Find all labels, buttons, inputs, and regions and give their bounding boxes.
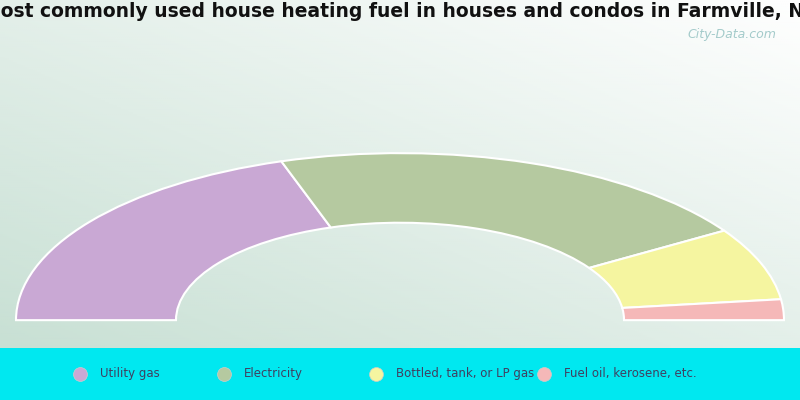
- Wedge shape: [282, 153, 724, 268]
- Text: Utility gas: Utility gas: [100, 368, 160, 380]
- Text: Fuel oil, kerosene, etc.: Fuel oil, kerosene, etc.: [564, 368, 697, 380]
- Wedge shape: [16, 161, 330, 320]
- Text: Electricity: Electricity: [244, 368, 303, 380]
- Wedge shape: [589, 231, 781, 308]
- Text: Most commonly used house heating fuel in houses and condos in Farmville, NC: Most commonly used house heating fuel in…: [0, 2, 800, 21]
- Text: City-Data.com: City-Data.com: [687, 28, 776, 41]
- Wedge shape: [622, 299, 784, 320]
- Text: Bottled, tank, or LP gas: Bottled, tank, or LP gas: [396, 368, 534, 380]
